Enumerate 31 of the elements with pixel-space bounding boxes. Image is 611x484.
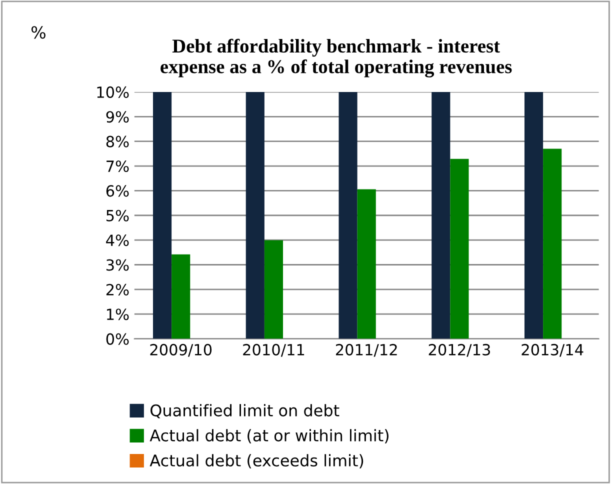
- y-axis-title: %: [31, 26, 46, 39]
- y-tick-label: 3%: [106, 259, 129, 271]
- chart-title: Debt affordability benchmark - interest expense as a % of total operating revenues: [160, 38, 512, 78]
- legend-label: Actual debt (at or within limit): [150, 429, 388, 444]
- bar: [338, 92, 358, 339]
- x-tick-label: 2012/13: [428, 344, 490, 357]
- x-tick-label: 2011/12: [336, 344, 397, 357]
- bar: [524, 92, 544, 339]
- y-tick-label: 4%: [106, 234, 129, 246]
- legend-label: Actual debt (exceeds limit): [150, 454, 364, 468]
- bar: [543, 148, 562, 339]
- bar: [172, 254, 190, 339]
- y-tick-label: 2%: [106, 284, 129, 296]
- y-tick-label: 0%: [106, 333, 129, 345]
- x-tick-label: 2013/14: [522, 344, 584, 357]
- bar: [152, 92, 172, 339]
- y-tick-label: 1%: [107, 308, 129, 320]
- bar: [246, 92, 264, 339]
- bar: [432, 92, 450, 339]
- bar: [357, 189, 376, 339]
- legend-label: Quantified limit on debt: [150, 404, 340, 418]
- bar: [450, 158, 469, 339]
- y-tick-label: 6%: [106, 185, 129, 197]
- x-tick-label: 2009/10: [150, 344, 212, 357]
- x-tick-label: 2010/11: [243, 344, 304, 357]
- y-tick-label: 7%: [106, 160, 129, 172]
- y-tick-label: 9%: [106, 111, 129, 123]
- y-tick-label: 5%: [106, 210, 129, 222]
- bar: [264, 240, 284, 339]
- y-tick-label: 8%: [106, 136, 129, 148]
- y-tick-label: 10%: [97, 86, 129, 98]
